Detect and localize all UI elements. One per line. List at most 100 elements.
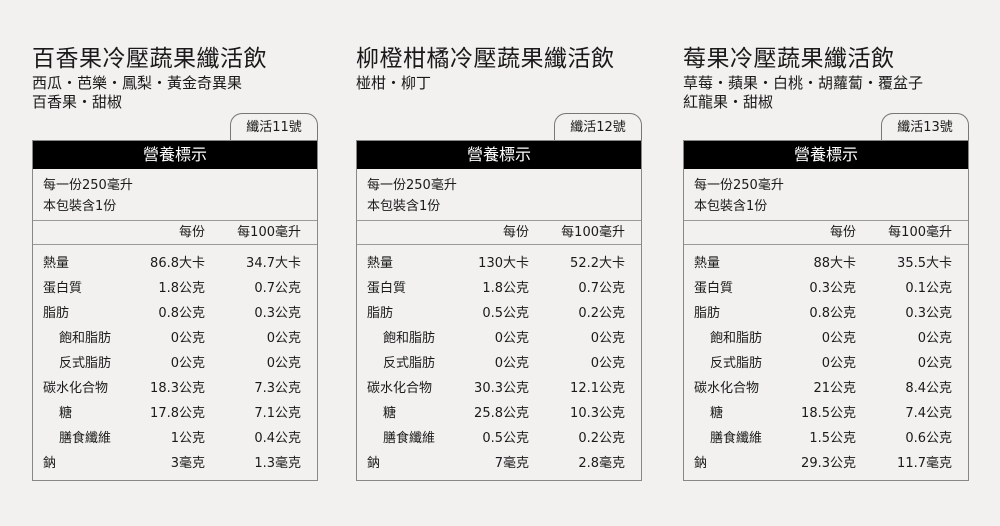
nutrition-label: 營養標示 每一份250毫升 本包裝含1份 每份 每100毫升 熱量 88大卡 3…: [683, 140, 969, 481]
nutrient-name: 糖: [383, 406, 397, 421]
nutrition-label-title: 營養標示: [684, 141, 968, 169]
nutrient-name: 熱量: [367, 256, 394, 271]
per-serving-value: 0公克: [821, 356, 856, 371]
nutrient-row: 碳水化合物 21公克 8.4公克: [684, 376, 968, 401]
nutrient-name: 鈉: [367, 456, 381, 471]
product-title: 柳橙柑橘冷壓蔬果纖活飲: [356, 46, 615, 72]
per-serving-value: 21公克: [813, 381, 856, 396]
nutrient-row: 碳水化合物 18.3公克 7.3公克: [33, 376, 317, 401]
nutrient-name: 飽和脂肪: [383, 331, 436, 346]
nutrient-row: 飽和脂肪 0公克 0公克: [33, 326, 317, 351]
per-100ml-value: 0.3公克: [254, 306, 301, 321]
per-serving-value: 18.5公克: [801, 406, 856, 421]
column-header: 每份 每100毫升: [33, 221, 317, 245]
nutrient-name: 飽和脂肪: [710, 331, 763, 346]
ingredients-line: 草莓・蘋果・白桃・胡蘿蔔・覆盆子: [683, 74, 924, 92]
per-100ml-value: 34.7大卡: [246, 256, 301, 271]
nutrient-row: 糖 25.8公克 10.3公克: [357, 401, 641, 426]
product-panel: 柳橙柑橘冷壓蔬果纖活飲椪柑・柳丁纖活12號 營養標示 每一份250毫升 本包裝含…: [356, 44, 642, 481]
per-serving-value: 1.8公克: [158, 281, 205, 296]
per-serving-value: 1.5公克: [809, 431, 856, 446]
per-serving-value: 0.3公克: [809, 281, 856, 296]
nutrient-row: 鈉 3毫克 1.3毫克: [33, 451, 317, 476]
nutrient-name: 蛋白質: [43, 281, 83, 296]
per-100ml-value: 0公克: [266, 331, 301, 346]
serving-info: 每一份250毫升 本包裝含1份: [684, 169, 968, 221]
nutrient-row: 碳水化合物 30.3公克 12.1公克: [357, 376, 641, 401]
nutrient-name: 膳食纖維: [710, 431, 763, 446]
per-100ml-value: 7.1公克: [254, 406, 301, 421]
product-number-tab: 纖活13號: [881, 113, 969, 140]
nutrient-name: 膳食纖維: [59, 431, 112, 446]
product-title: 莓果冷壓蔬果纖活飲: [683, 46, 895, 72]
ingredients-line: 西瓜・芭樂・鳳梨・黃金奇異果: [32, 74, 243, 92]
servings-per-package: 本包裝含1份: [694, 199, 768, 214]
servings-per-package: 本包裝含1份: [367, 199, 441, 214]
per-100ml-value: 8.4公克: [905, 381, 952, 396]
per-100ml-value: 11.7毫克: [897, 456, 952, 471]
per-100ml-value: 0.1公克: [905, 281, 952, 296]
col-per-100ml: 每100毫升: [237, 225, 301, 240]
nutrient-name: 熱量: [43, 256, 70, 271]
nutrient-row: 熱量 130大卡 52.2大卡: [357, 251, 641, 276]
per-100ml-value: 12.1公克: [570, 381, 625, 396]
per-serving-value: 1.8公克: [482, 281, 529, 296]
nutrient-row: 反式脂肪 0公克 0公克: [357, 351, 641, 376]
per-serving-value: 0.8公克: [158, 306, 205, 321]
per-serving-value: 0公克: [170, 356, 205, 371]
servings-per-package: 本包裝含1份: [43, 199, 117, 214]
per-serving-value: 0公克: [494, 331, 529, 346]
nutrient-row: 膳食纖維 1.5公克 0.6公克: [684, 426, 968, 451]
per-serving-value: 0公克: [821, 331, 856, 346]
nutrient-rows: 熱量 88大卡 35.5大卡 蛋白質 0.3公克 0.1公克 脂肪 0.8公克 …: [684, 245, 968, 476]
nutrient-name: 飽和脂肪: [59, 331, 112, 346]
per-serving-value: 17.8公克: [150, 406, 205, 421]
per-serving-value: 0公克: [494, 356, 529, 371]
per-100ml-value: 0.7公克: [254, 281, 301, 296]
col-per-serving: 每份: [502, 225, 529, 240]
product-panel: 百香果冷壓蔬果纖活飲 西瓜・芭樂・鳳梨・黃金奇異果 百香果・甜椒 纖活11號 營養標示…: [32, 44, 318, 481]
nutrient-row: 糖 18.5公克 7.4公克: [684, 401, 968, 426]
nutrient-name: 碳水化合物: [367, 381, 433, 396]
per-100ml-value: 52.2大卡: [570, 256, 625, 271]
col-per-serving: 每份: [829, 225, 856, 240]
column-header: 每份 每100毫升: [357, 221, 641, 245]
per-serving-value: 86.8大卡: [150, 256, 205, 271]
nutrient-name: 蛋白質: [694, 281, 734, 296]
nutrient-name: 脂肪: [43, 306, 70, 321]
nutrient-row: 熱量 88大卡 35.5大卡: [684, 251, 968, 276]
nutrition-label-title: 營養標示: [357, 141, 641, 169]
nutrient-row: 反式脂肪 0公克 0公克: [684, 351, 968, 376]
per-100ml-value: 2.8毫克: [578, 456, 625, 471]
nutrient-name: 蛋白質: [367, 281, 407, 296]
per-serving-value: 1公克: [170, 431, 205, 446]
per-100ml-value: 7.3公克: [254, 381, 301, 396]
serving-info: 每一份250毫升 本包裝含1份: [33, 169, 317, 221]
nutrient-name: 鈉: [43, 456, 57, 471]
product-number-tab: 纖活12號: [554, 113, 642, 140]
nutrient-name: 脂肪: [694, 306, 721, 321]
ingredients-line: 椪柑・柳丁: [356, 74, 432, 92]
nutrient-rows: 熱量 86.8大卡 34.7大卡 蛋白質 1.8公克 0.7公克 脂肪 0.8公…: [33, 245, 317, 476]
nutrient-row: 蛋白質 1.8公克 0.7公克: [33, 276, 317, 301]
per-serving-value: 25.8公克: [474, 406, 529, 421]
ingredients-line: 紅龍果・甜椒: [683, 93, 774, 111]
nutrient-name: 反式脂肪: [59, 356, 112, 371]
column-header: 每份 每100毫升: [684, 221, 968, 245]
nutrition-label: 營養標示 每一份250毫升 本包裝含1份 每份 每100毫升 熱量 130大卡 …: [356, 140, 642, 481]
per-serving-value: 88大卡: [813, 256, 856, 271]
per-serving-value: 30.3公克: [474, 381, 529, 396]
col-per-100ml: 每100毫升: [561, 225, 625, 240]
per-serving-value: 130大卡: [478, 256, 529, 271]
nutrient-row: 熱量 86.8大卡 34.7大卡: [33, 251, 317, 276]
per-100ml-value: 0.7公克: [578, 281, 625, 296]
nutrient-rows: 熱量 130大卡 52.2大卡 蛋白質 1.8公克 0.7公克 脂肪 0.5公克…: [357, 245, 641, 476]
nutrient-name: 鈉: [694, 456, 708, 471]
nutrient-row: 鈉 7毫克 2.8毫克: [357, 451, 641, 476]
nutrient-row: 蛋白質 0.3公克 0.1公克: [684, 276, 968, 301]
per-100ml-value: 0公克: [590, 356, 625, 371]
per-100ml-value: 0.2公克: [578, 306, 625, 321]
per-100ml-value: 0.2公克: [578, 431, 625, 446]
per-100ml-value: 7.4公克: [905, 406, 952, 421]
nutrient-row: 膳食纖維 0.5公克 0.2公克: [357, 426, 641, 451]
